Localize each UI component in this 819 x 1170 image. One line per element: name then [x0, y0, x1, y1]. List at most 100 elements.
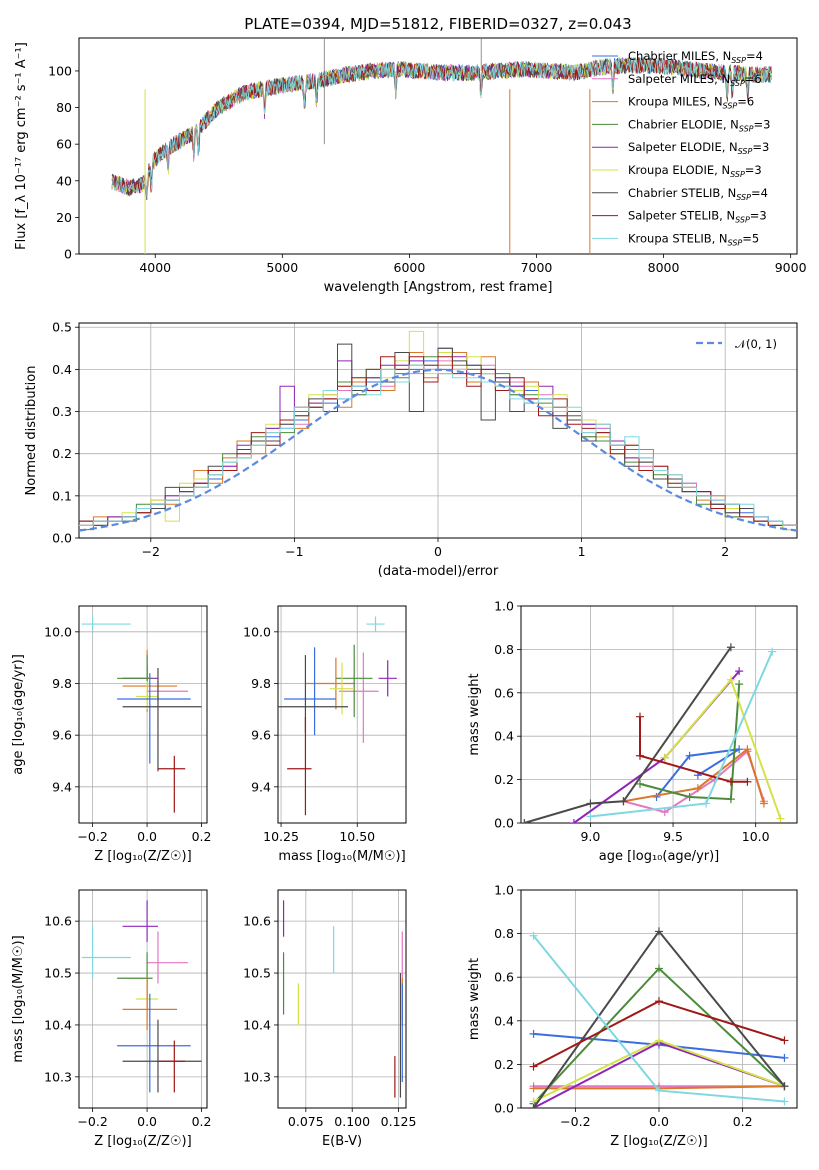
y-tick-label: 0.4 [494, 729, 514, 744]
panels: 4000 5000 6000 7000 8000 9000020406080100wave… [11, 37, 807, 1149]
x-tick-label: 0.075 [288, 1114, 324, 1129]
weight-marker [655, 927, 663, 936]
spectrum-series-line [111, 57, 772, 200]
weight-marker [660, 753, 669, 762]
y-tick-label: 0.5 [52, 320, 72, 335]
y-tick-label: 9.8 [251, 676, 271, 691]
errorbar-point [122, 1019, 202, 1093]
x-tick-label: 0.2 [192, 829, 212, 844]
weight-line [623, 747, 765, 804]
weight-marker [635, 751, 644, 760]
weight-marker [780, 1036, 789, 1045]
y-tick-label: 0.8 [494, 926, 514, 941]
y-tick-label: 10.0 [243, 624, 271, 639]
y-tick-label: 0.2 [494, 1057, 514, 1072]
y-tick-label: 0.6 [494, 685, 514, 700]
mass-vs-ebv-panel: 0.075 0.100 0.125 10.3 10.4 10.5 10.6 E(B-V) [243, 889, 416, 1149]
weight-marker [685, 792, 694, 801]
weight-marker [655, 964, 663, 973]
x-tick-label: 0.0 [649, 1114, 669, 1129]
y-tick-label: 10.5 [44, 966, 72, 981]
weight-marker [780, 1082, 789, 1091]
legend-entry: Salpeter STELIB, NSSP=3 [628, 209, 767, 225]
y-tick-label: 10.3 [44, 1069, 72, 1084]
weight-marker [743, 777, 752, 786]
x-axis-label: wavelength [Angstrom, rest frame] [324, 280, 553, 295]
legend-nssp-value: =6 [737, 95, 754, 109]
spectrum-legend: Chabrier MILES, NSSP=4 Salpeter MILES, NS… [592, 49, 770, 247]
errorbar-point [378, 660, 397, 697]
y-tick-label: 1.0 [494, 599, 514, 614]
x-tick-label: 0.100 [334, 1114, 370, 1129]
y-tick-label: 0.8 [494, 642, 514, 657]
legend-entry: Kroupa STELIB, NSSP=5 [628, 231, 759, 247]
legend-subscript: SSP [730, 79, 745, 88]
weight-marker [655, 1086, 663, 1095]
legend-nssp-value: =6 [745, 72, 762, 86]
x-tick-label: 9000 [775, 260, 807, 275]
x-tick-label: 9.0 [580, 829, 600, 844]
weight-marker [735, 745, 744, 754]
legend-nssp-value: =4 [751, 186, 768, 200]
y-axis-label: mass [log₁₀(M/M☉)] [11, 935, 26, 1062]
axes-frame [520, 605, 798, 824]
y-tick-label: 0.2 [494, 772, 514, 787]
weight-marker [529, 1084, 538, 1093]
y-tick-label: 0.6 [494, 970, 514, 985]
y-tick-label: 0.0 [52, 531, 72, 546]
y-axis-label: Flux [f_λ 10⁻¹⁷ erg cm⁻² s⁻¹ A⁻¹] [14, 42, 29, 250]
legend-entry: Chabrier STELIB, NSSP=4 [628, 186, 768, 202]
x-tick-label: −0.2 [77, 1114, 107, 1129]
y-tick-label: 0.0 [494, 1101, 514, 1116]
histogram-series [79, 330, 797, 532]
weight-marker [655, 997, 663, 1006]
errorbar-point [81, 926, 131, 979]
y-axis-label: mass weight [467, 673, 482, 755]
legend-entry: Salpeter MILES, NSSP=6 [628, 72, 762, 88]
age-vs-mass-panel: 10.25 10.50 9.4 9.6 9.8 10.0 mass [log₁₀(M/M☉)… [243, 605, 407, 864]
y-tick-label: 10.4 [44, 1017, 72, 1032]
x-axis-label: Z [log₁₀(Z/Z☉)] [94, 1134, 191, 1149]
x-axis-label: Z [log₁₀(Z/Z☉)] [94, 849, 191, 864]
x-tick-label: −2 [142, 544, 160, 559]
weight-series [529, 927, 789, 1108]
weight-line [639, 684, 741, 801]
x-tick-label: 0.0 [137, 829, 157, 844]
x-tick-label: 10.0 [742, 829, 770, 844]
x-tick-label: 4000 [139, 260, 171, 275]
legend-nssp-value: =5 [742, 231, 759, 245]
weight-marker [780, 1053, 789, 1062]
y-tick-label: 9.4 [52, 779, 72, 794]
weight-marker [635, 779, 644, 788]
weight-marker [635, 712, 644, 721]
y-tick-label: 40 [56, 173, 72, 188]
weight-marker [768, 647, 777, 656]
x-tick-label: −1 [285, 544, 303, 559]
y-tick-label: 10.3 [243, 1069, 271, 1084]
errorbar-point [136, 680, 158, 710]
legend-nssp-value: =3 [754, 117, 771, 131]
weight-line [639, 716, 748, 783]
y-tick-label: 9.4 [251, 779, 271, 794]
weight-marker [726, 643, 735, 652]
errorbar-point [366, 616, 385, 632]
legend-entry: Chabrier MILES, NSSP=4 [628, 49, 763, 65]
errorbar-point [157, 1040, 186, 1093]
x-tick-label: 0 [434, 544, 442, 559]
weight-marker [529, 1062, 538, 1071]
weight-marker [619, 797, 628, 806]
errorbar-series [282, 900, 403, 1098]
axes-frame [78, 37, 798, 255]
weight-marker [776, 814, 785, 823]
weight-marker [743, 745, 752, 754]
y-tick-label: 9.8 [52, 676, 72, 691]
x-axis-label: mass [log₁₀(M/M☉)] [278, 849, 405, 864]
x-tick-label: −0.2 [560, 1114, 590, 1129]
legend-nssp-value: =3 [745, 163, 762, 177]
errorbar-point [122, 665, 158, 687]
x-tick-label: 8000 [648, 260, 680, 275]
legend-entry: Salpeter ELODIE, NSSP=3 [628, 140, 769, 156]
errorbar-point [117, 673, 191, 764]
y-tick-label: 10.5 [243, 966, 271, 981]
